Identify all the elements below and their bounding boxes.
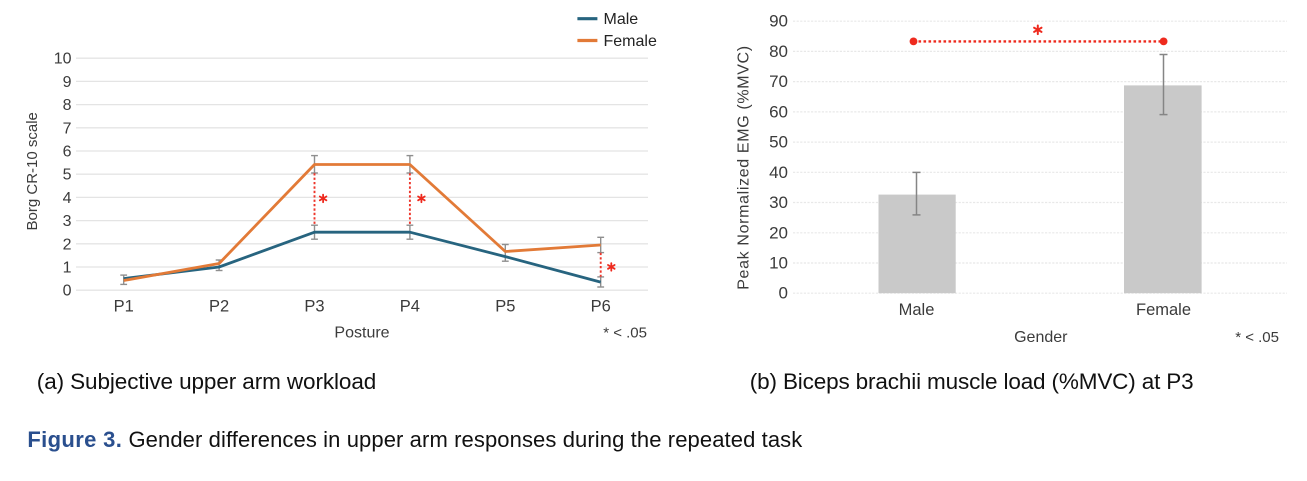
svg-text:P4: P4 xyxy=(400,298,420,316)
svg-text:Gender: Gender xyxy=(1014,329,1068,346)
svg-text:30: 30 xyxy=(769,193,788,212)
svg-text:Female: Female xyxy=(604,33,657,50)
svg-text:10: 10 xyxy=(769,254,788,273)
svg-text:80: 80 xyxy=(769,42,788,61)
svg-text:7: 7 xyxy=(63,120,72,137)
svg-text:Peak Normalized EMG (%MVC): Peak Normalized EMG (%MVC) xyxy=(736,45,753,290)
svg-text:4: 4 xyxy=(63,190,72,207)
svg-text:70: 70 xyxy=(769,72,788,91)
svg-text:90: 90 xyxy=(769,12,788,31)
svg-text:50: 50 xyxy=(769,133,788,152)
svg-text:P6: P6 xyxy=(591,298,611,316)
svg-text:60: 60 xyxy=(769,102,788,121)
svg-text:P5: P5 xyxy=(495,298,515,316)
svg-text:8: 8 xyxy=(63,97,72,114)
svg-text:Borg CR-10 scale: Borg CR-10 scale xyxy=(24,112,41,230)
svg-text:6: 6 xyxy=(63,144,72,161)
svg-text:3: 3 xyxy=(63,213,72,230)
svg-text:P2: P2 xyxy=(209,298,229,316)
svg-text:20: 20 xyxy=(769,223,788,242)
svg-text:1: 1 xyxy=(63,260,72,277)
svg-text:P3: P3 xyxy=(304,298,324,316)
svg-text:P1: P1 xyxy=(114,298,134,316)
svg-text:9: 9 xyxy=(63,74,72,91)
svg-text:0: 0 xyxy=(63,283,72,300)
svg-text:Female: Female xyxy=(1136,301,1191,319)
svg-text:Male: Male xyxy=(604,11,639,28)
svg-text:5: 5 xyxy=(63,167,72,184)
svg-text:Posture: Posture xyxy=(334,325,389,342)
svg-text:* < .05: * < .05 xyxy=(1235,329,1279,346)
svg-text:10: 10 xyxy=(54,51,72,68)
svg-text:2: 2 xyxy=(63,236,72,253)
svg-text:40: 40 xyxy=(769,163,788,182)
svg-text:* < .05: * < .05 xyxy=(603,325,647,342)
svg-text:0: 0 xyxy=(779,284,788,303)
svg-text:Male: Male xyxy=(899,301,935,319)
